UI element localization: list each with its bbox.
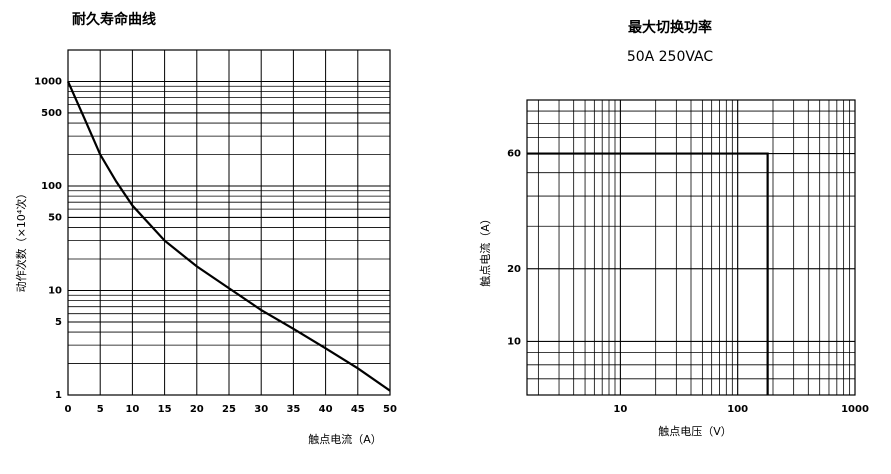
data-line — [66, 81, 391, 392]
x-tick-label: 45 — [351, 404, 365, 415]
y-axis-label: 动作次数（×10⁴次） — [14, 188, 28, 293]
x-tick-label: 10 — [613, 404, 627, 415]
y-tick-label: 5 — [55, 317, 62, 328]
x-tick-label: 25 — [222, 404, 236, 415]
chart-title: 最大切换功率 — [628, 19, 712, 36]
x-tick-label: 10 — [125, 404, 139, 415]
x-tick-label: 5 — [97, 404, 104, 415]
data-line — [527, 152, 769, 395]
x-tick-label: 40 — [319, 404, 333, 415]
x-tick-label: 20 — [190, 404, 204, 415]
x-tick-label: 15 — [158, 404, 172, 415]
x-tick-label: 30 — [254, 404, 268, 415]
y-tick-label: 500 — [41, 108, 62, 119]
y-tick-label: 50 — [48, 212, 62, 223]
chart-subtitle: 50A 250VAC — [627, 49, 714, 65]
x-tick-label: 1000 — [841, 404, 869, 415]
chart-title: 耐久寿命曲线 — [72, 11, 156, 28]
x-tick-label: 50 — [383, 404, 397, 415]
y-tick-label: 10 — [507, 336, 521, 347]
y-tick-label: 20 — [507, 264, 521, 275]
y-tick-label: 60 — [507, 149, 521, 160]
plot-frame — [67, 49, 391, 396]
x-tick-label: 0 — [65, 404, 72, 415]
plot-frame — [526, 99, 856, 396]
y-tick-label: 1 — [55, 390, 62, 401]
y-tick-label: 1000 — [34, 76, 62, 87]
y-tick-label: 100 — [41, 181, 62, 192]
x-tick-label: 35 — [286, 404, 300, 415]
x-axis-label: 触点电流（A） — [308, 432, 382, 446]
x-axis-label: 触点电压（V） — [658, 424, 732, 438]
y-tick-label: 10 — [48, 285, 62, 296]
x-tick-label: 100 — [727, 404, 748, 415]
y-axis-label: 触点电流（A） — [478, 213, 492, 287]
